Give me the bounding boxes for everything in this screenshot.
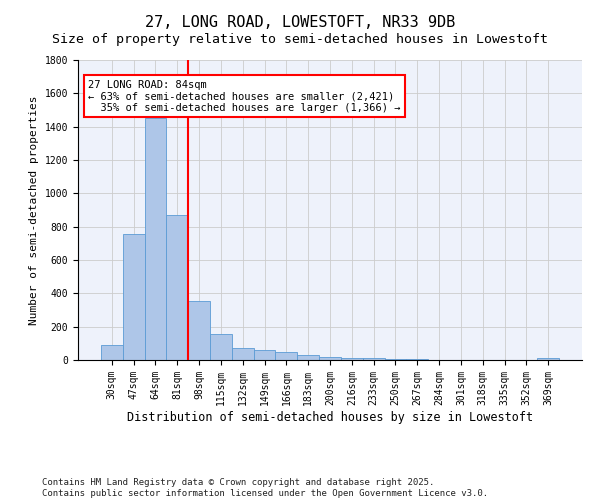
- Text: 27, LONG ROAD, LOWESTOFT, NR33 9DB: 27, LONG ROAD, LOWESTOFT, NR33 9DB: [145, 15, 455, 30]
- Bar: [188, 301, 210, 360]
- Bar: [254, 350, 275, 360]
- Text: 27 LONG ROAD: 84sqm
← 63% of semi-detached houses are smaller (2,421)
  35% of s: 27 LONG ROAD: 84sqm ← 63% of semi-detach…: [88, 80, 401, 112]
- Bar: [101, 345, 123, 360]
- Bar: [385, 358, 406, 360]
- Bar: [210, 334, 232, 360]
- Bar: [363, 358, 385, 360]
- Bar: [406, 359, 428, 360]
- Bar: [275, 352, 297, 360]
- Text: Contains HM Land Registry data © Crown copyright and database right 2025.
Contai: Contains HM Land Registry data © Crown c…: [42, 478, 488, 498]
- Bar: [123, 234, 145, 360]
- Bar: [145, 118, 166, 360]
- Y-axis label: Number of semi-detached properties: Number of semi-detached properties: [29, 95, 39, 325]
- Text: Size of property relative to semi-detached houses in Lowestoft: Size of property relative to semi-detach…: [52, 32, 548, 46]
- Bar: [341, 358, 363, 360]
- Bar: [232, 348, 254, 360]
- Bar: [297, 355, 319, 360]
- X-axis label: Distribution of semi-detached houses by size in Lowestoft: Distribution of semi-detached houses by …: [127, 410, 533, 424]
- Bar: [166, 215, 188, 360]
- Bar: [319, 356, 341, 360]
- Bar: [537, 358, 559, 360]
